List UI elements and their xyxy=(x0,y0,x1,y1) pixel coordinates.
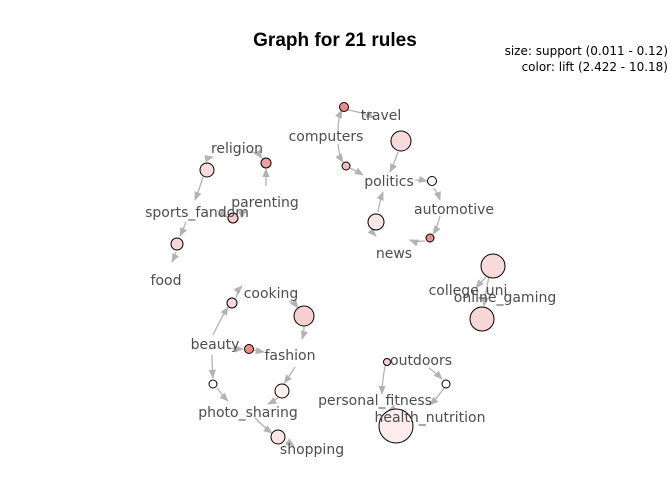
edge xyxy=(208,354,216,379)
edge xyxy=(288,299,299,309)
rule-vertex xyxy=(390,130,412,152)
edge xyxy=(249,149,263,159)
edge xyxy=(389,151,399,173)
item-label-online-gaming: online_gaming xyxy=(454,290,556,306)
edge xyxy=(212,306,229,336)
item-labels: travel computers politics automotive new… xyxy=(145,108,556,458)
rule-vertex xyxy=(378,408,414,444)
edge xyxy=(432,215,441,235)
item-label-travel: travel xyxy=(361,108,402,124)
item-label-sports-fandom: sports_fandom xyxy=(145,205,249,221)
rule-vertex xyxy=(383,358,391,366)
edge xyxy=(481,276,490,307)
edge xyxy=(233,285,243,299)
edge xyxy=(433,187,441,201)
edge xyxy=(238,210,248,218)
item-label-fashion: fashion xyxy=(264,348,315,364)
edge xyxy=(216,387,229,402)
edge xyxy=(475,276,487,289)
edge xyxy=(414,175,428,183)
rule-vertex xyxy=(260,157,272,169)
rule-vertex xyxy=(170,237,184,251)
legend-size: size: support (0.011 - 0.12) xyxy=(505,44,668,58)
rule-vertex xyxy=(274,383,290,399)
rule-vertex xyxy=(425,233,435,243)
item-label-automotive: automotive xyxy=(414,202,494,218)
item-label-religion: religion xyxy=(211,141,263,157)
item-label-health-nutrition: health_nutrition xyxy=(374,410,485,426)
item-label-shopping: shopping xyxy=(280,442,344,458)
rule-vertex xyxy=(293,305,315,327)
rule-vertex xyxy=(339,102,349,112)
rule-vertex xyxy=(441,379,451,389)
edge xyxy=(218,209,228,218)
edge xyxy=(335,109,343,133)
edge xyxy=(226,345,244,353)
item-label-personal-fitness: personal_fitness xyxy=(318,393,432,409)
edge xyxy=(285,438,295,447)
edge xyxy=(409,239,426,247)
item-label-photo-sharing: photo_sharing xyxy=(198,405,298,421)
rule-vertex xyxy=(469,306,495,332)
item-label-parenting: parenting xyxy=(231,195,299,211)
edge xyxy=(428,367,443,380)
rule-vertex xyxy=(367,213,385,231)
edge xyxy=(204,155,214,163)
item-label-food: food xyxy=(151,273,182,289)
edge xyxy=(194,176,204,201)
item-label-college-uni: college_uni xyxy=(429,283,508,299)
edge xyxy=(349,167,364,176)
edge xyxy=(252,347,265,355)
edge xyxy=(347,109,375,119)
rule-vertex xyxy=(199,162,215,178)
item-label-computers: computers xyxy=(289,129,364,145)
rule-vertex xyxy=(270,429,286,445)
edge xyxy=(179,221,187,237)
edge xyxy=(367,227,377,237)
graph-title: Graph for 21 rules xyxy=(253,30,417,51)
edge xyxy=(267,397,279,405)
rule-vertex xyxy=(244,344,254,354)
item-label-beauty: beauty xyxy=(191,337,240,353)
edge xyxy=(171,251,179,263)
item-label-politics: politics xyxy=(364,174,414,190)
edge xyxy=(376,191,384,213)
edge xyxy=(254,417,273,434)
edge xyxy=(335,143,344,163)
rule-vertex xyxy=(341,161,351,171)
edge xyxy=(301,326,309,340)
edge xyxy=(429,387,445,406)
item-label-news: news xyxy=(376,246,412,262)
edge xyxy=(283,366,296,384)
rule-vertices xyxy=(170,102,506,445)
rule-vertex xyxy=(226,297,238,309)
edges xyxy=(171,109,490,447)
edge xyxy=(378,361,387,395)
item-label-cooking: cooking xyxy=(244,286,299,302)
rule-vertex xyxy=(227,212,239,224)
rule-vertex xyxy=(427,176,437,186)
rule-vertex xyxy=(208,379,218,389)
rule-vertex xyxy=(480,253,506,279)
legend-color: color: lift (2.422 - 10.18) xyxy=(522,60,668,74)
item-label-outdoors: outdoors xyxy=(390,353,452,369)
